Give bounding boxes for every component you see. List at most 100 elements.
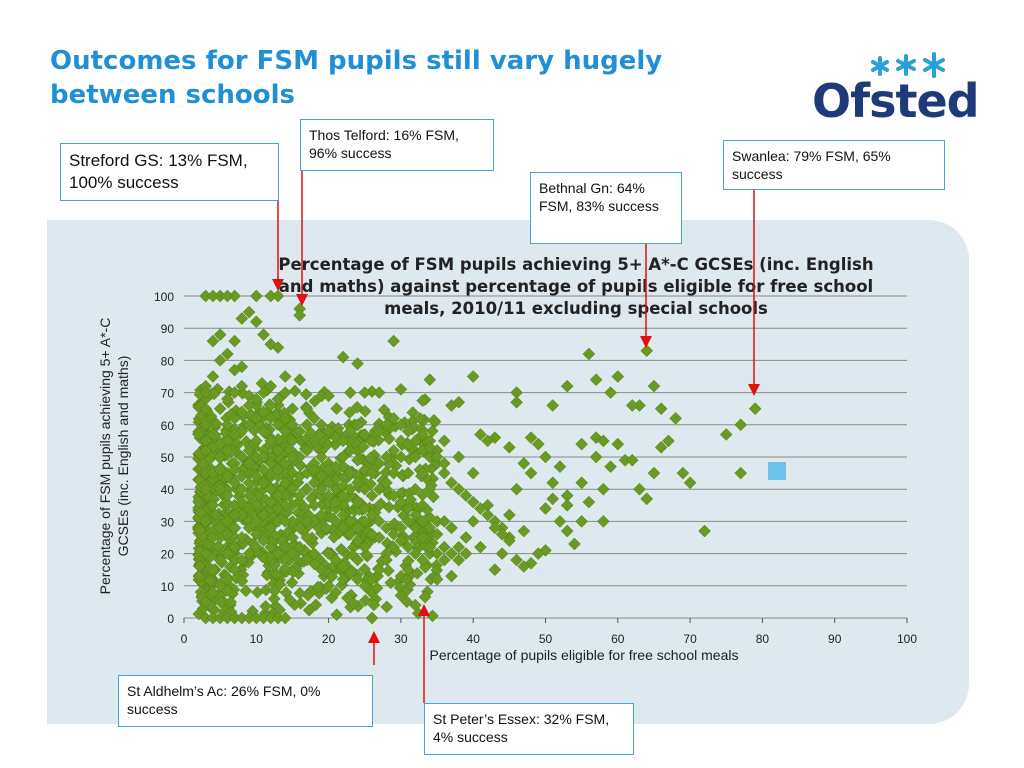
data-point bbox=[416, 515, 429, 528]
data-point bbox=[372, 515, 386, 528]
data-point bbox=[264, 457, 278, 470]
data-point bbox=[199, 547, 213, 560]
data-point bbox=[329, 553, 343, 567]
data-point bbox=[228, 289, 241, 303]
data-point bbox=[264, 434, 278, 448]
data-point bbox=[341, 591, 354, 605]
data-point bbox=[351, 573, 364, 586]
data-point bbox=[531, 547, 545, 560]
data-point bbox=[502, 534, 516, 548]
data-point bbox=[307, 463, 321, 477]
data-point bbox=[596, 482, 610, 496]
data-point bbox=[206, 563, 220, 577]
data-point bbox=[268, 584, 282, 598]
data-point bbox=[235, 312, 249, 325]
data-point bbox=[259, 600, 273, 613]
data-point bbox=[264, 540, 278, 554]
data-point bbox=[343, 515, 357, 528]
data-point bbox=[510, 395, 523, 409]
data-point bbox=[611, 437, 625, 451]
data-point bbox=[400, 573, 413, 586]
data-point bbox=[409, 508, 422, 522]
data-point bbox=[647, 379, 661, 393]
y-tick-label: 90 bbox=[161, 322, 175, 336]
data-point bbox=[334, 542, 348, 556]
data-point bbox=[228, 363, 241, 377]
data-point bbox=[293, 540, 307, 554]
data-point bbox=[387, 412, 401, 425]
data-point bbox=[213, 402, 227, 416]
data-point bbox=[199, 515, 213, 528]
data-point bbox=[582, 495, 596, 509]
data-point bbox=[336, 573, 350, 586]
data-point bbox=[242, 418, 256, 432]
data-point bbox=[466, 495, 480, 509]
data-point bbox=[589, 373, 603, 387]
data-point bbox=[300, 515, 314, 528]
data-point bbox=[734, 466, 748, 480]
data-point bbox=[228, 563, 241, 577]
data-point bbox=[698, 524, 711, 538]
data-point bbox=[228, 428, 241, 441]
data-point bbox=[474, 502, 487, 515]
data-point bbox=[199, 444, 213, 457]
data-point bbox=[271, 341, 285, 354]
data-point bbox=[288, 384, 302, 398]
data-point bbox=[416, 531, 429, 544]
data-point bbox=[315, 508, 328, 522]
data-point bbox=[510, 553, 523, 567]
data-point bbox=[307, 434, 321, 448]
data-point bbox=[278, 370, 292, 383]
data-point bbox=[299, 388, 313, 401]
data-point bbox=[257, 508, 270, 522]
data-point bbox=[293, 586, 307, 600]
data-point bbox=[213, 463, 227, 477]
data-point bbox=[365, 508, 379, 522]
data-point bbox=[278, 412, 292, 425]
data-point bbox=[206, 370, 220, 383]
data-point bbox=[329, 502, 343, 515]
data-point bbox=[307, 498, 321, 512]
data-point bbox=[259, 583, 273, 597]
data-point bbox=[676, 466, 690, 480]
data-point bbox=[242, 305, 256, 319]
data-point bbox=[372, 457, 386, 470]
data-point bbox=[416, 394, 430, 407]
data-point bbox=[209, 508, 222, 522]
data-point bbox=[401, 466, 415, 480]
data-point bbox=[228, 463, 241, 477]
data-point bbox=[221, 392, 234, 406]
data-point bbox=[351, 553, 364, 567]
y-tick-label: 60 bbox=[161, 419, 175, 433]
data-point bbox=[474, 540, 487, 554]
data-point bbox=[611, 370, 625, 383]
callout-swanlea: Swanlea: 79% FSM, 65% success bbox=[723, 140, 945, 190]
data-point bbox=[206, 334, 220, 348]
data-point bbox=[425, 424, 439, 438]
y-tick-label: 40 bbox=[161, 483, 175, 497]
data-point bbox=[300, 482, 314, 496]
data-point bbox=[683, 476, 697, 490]
data-point bbox=[307, 547, 321, 560]
data-point bbox=[321, 438, 334, 451]
data-point bbox=[372, 424, 386, 438]
data-point bbox=[351, 521, 364, 535]
data-point bbox=[445, 521, 458, 535]
y-tick-label: 80 bbox=[161, 354, 175, 368]
data-point bbox=[330, 608, 344, 622]
data-point bbox=[387, 527, 401, 541]
data-point bbox=[322, 476, 335, 490]
data-point bbox=[343, 386, 357, 399]
data-point bbox=[293, 424, 307, 438]
data-point bbox=[322, 389, 335, 403]
callout-st-peters: St Peter’s Essex: 32% FSM, 4% success bbox=[424, 703, 634, 755]
data-point bbox=[249, 515, 263, 528]
data-point bbox=[307, 476, 321, 490]
data-point bbox=[452, 482, 466, 496]
data-point bbox=[372, 482, 386, 496]
data-point bbox=[278, 611, 292, 625]
data-point bbox=[401, 424, 415, 438]
data-point bbox=[199, 386, 213, 399]
data-point bbox=[286, 402, 299, 416]
data-point bbox=[459, 547, 473, 560]
